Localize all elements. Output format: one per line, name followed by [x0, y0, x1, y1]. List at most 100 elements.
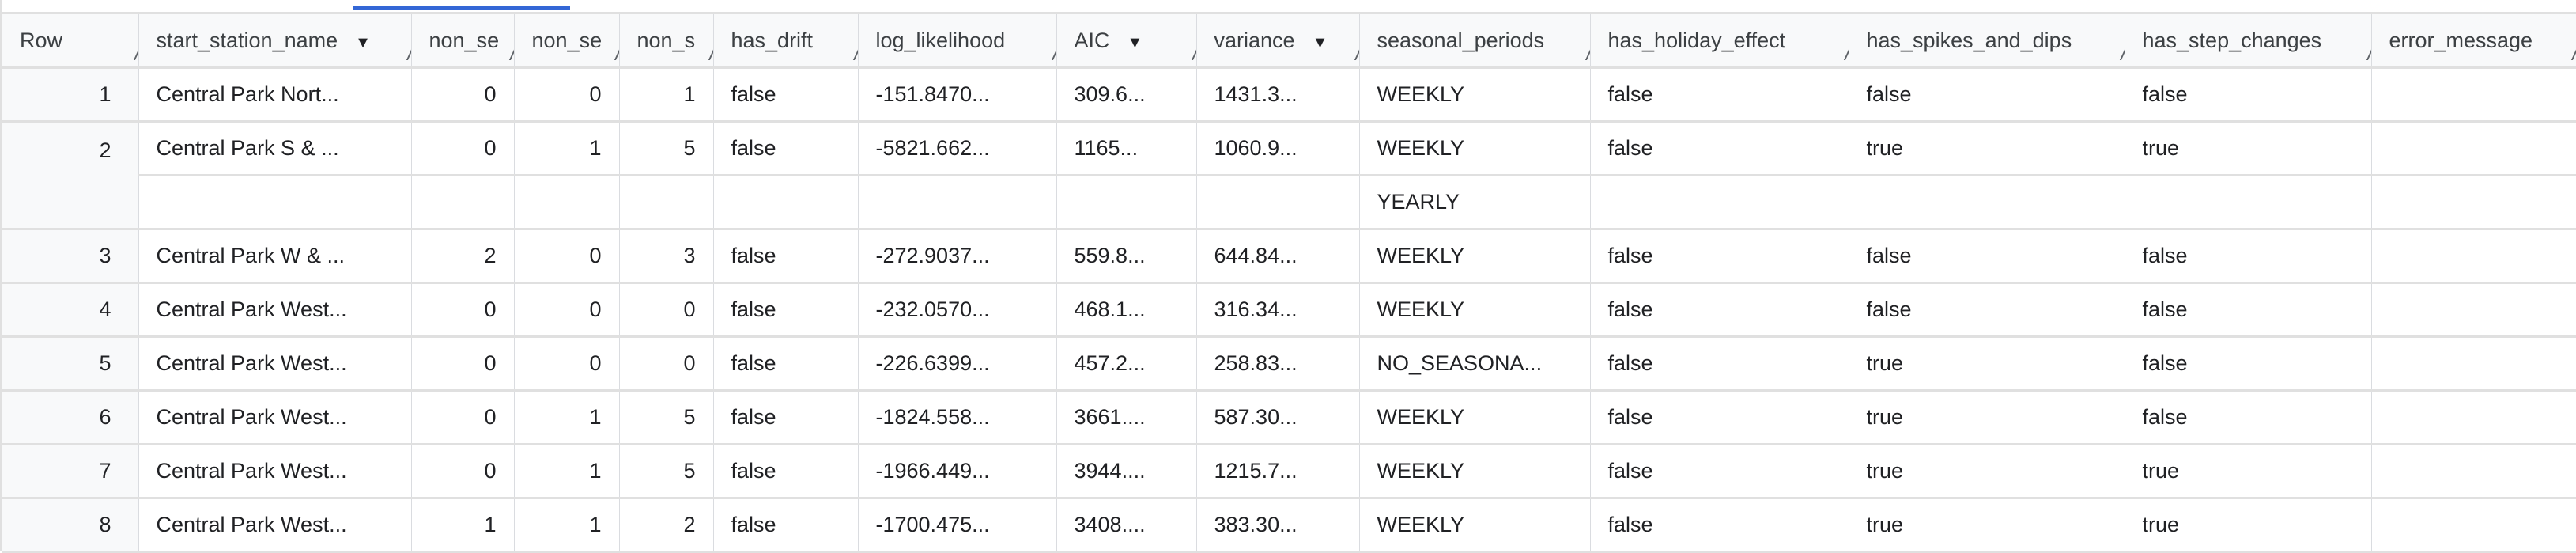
column-header-log-likelihood[interactable]: log_likelihood// — [858, 12, 1057, 69]
cell-log-likelihood[interactable]: -226.6399... — [858, 336, 1057, 392]
cell-non-se[interactable]: 1 — [514, 390, 620, 445]
cell-non-s[interactable]: 5 — [619, 121, 714, 176]
cell-seasonal-periods[interactable]: WEEKLY — [1359, 444, 1591, 499]
cell-has-drift[interactable]: false — [713, 390, 859, 445]
cell-non-se[interactable] — [411, 175, 515, 230]
cell-aic[interactable]: 468.1... — [1056, 282, 1197, 338]
cell-non-se[interactable]: 0 — [514, 229, 620, 284]
cell-start-station-name[interactable]: Central Park West... — [138, 444, 412, 499]
cell-error-message[interactable] — [2371, 336, 2576, 392]
cell-non-se[interactable]: 0 — [411, 390, 515, 445]
cell-non-s[interactable]: 0 — [619, 336, 714, 392]
cell-log-likelihood[interactable]: -1966.449... — [858, 444, 1057, 499]
cell-non-s[interactable]: 5 — [619, 444, 714, 499]
cell-non-s[interactable]: 2 — [619, 498, 714, 553]
cell-variance[interactable]: 258.83... — [1196, 336, 1360, 392]
column-header-row[interactable]: Row// — [2, 12, 139, 69]
cell-has-spikes-and-dips[interactable]: false — [1849, 67, 2125, 123]
cell-non-se[interactable]: 0 — [411, 121, 515, 176]
cell-error-message[interactable] — [2371, 282, 2576, 338]
cell-non-s[interactable]: 1 — [619, 67, 714, 123]
column-header-non-s[interactable]: non_s// — [619, 12, 714, 69]
cell-log-likelihood[interactable] — [858, 175, 1057, 230]
cell-has-drift[interactable]: false — [713, 498, 859, 553]
cell-non-se[interactable]: 0 — [514, 282, 620, 338]
sort-arrow-icon[interactable]: ▼ — [355, 33, 371, 51]
cell-aic[interactable]: 559.8... — [1056, 229, 1197, 284]
cell-has-step-changes[interactable]: true — [2125, 444, 2372, 499]
cell-non-se[interactable]: 1 — [411, 498, 515, 553]
cell-non-se[interactable]: 1 — [514, 121, 620, 176]
cell-has-drift[interactable]: false — [713, 229, 859, 284]
cell-non-se[interactable]: 2 — [411, 229, 515, 284]
cell-log-likelihood[interactable]: -272.9037... — [858, 229, 1057, 284]
cell-seasonal-periods[interactable]: NO_SEASONA... — [1359, 336, 1591, 392]
cell-has-step-changes[interactable]: false — [2125, 336, 2372, 392]
cell-start-station-name[interactable]: Central Park W & ... — [138, 229, 412, 284]
cell-has-spikes-and-dips[interactable]: true — [1849, 498, 2125, 553]
cell-has-drift[interactable]: false — [713, 282, 859, 338]
cell-seasonal-periods[interactable]: WEEKLY — [1359, 498, 1591, 553]
cell-has-holiday-effect[interactable]: false — [1590, 229, 1849, 284]
cell-non-s[interactable]: 5 — [619, 390, 714, 445]
cell-has-step-changes[interactable]: false — [2125, 390, 2372, 445]
cell-error-message[interactable] — [2371, 121, 2576, 176]
cell-start-station-name[interactable]: Central Park West... — [138, 498, 412, 553]
cell-has-drift[interactable]: false — [713, 444, 859, 499]
cell-non-se[interactable]: 0 — [514, 67, 620, 123]
column-header-seasonal-periods[interactable]: seasonal_periods// — [1359, 12, 1591, 69]
cell-has-drift[interactable]: false — [713, 121, 859, 176]
cell-has-spikes-and-dips[interactable]: true — [1849, 390, 2125, 445]
cell-has-spikes-and-dips[interactable]: true — [1849, 336, 2125, 392]
cell-non-se[interactable]: 0 — [411, 282, 515, 338]
cell-start-station-name[interactable] — [138, 175, 412, 230]
cell-variance[interactable]: 644.84... — [1196, 229, 1360, 284]
cell-has-holiday-effect[interactable]: false — [1590, 390, 1849, 445]
cell-non-se[interactable]: 0 — [411, 336, 515, 392]
cell-has-holiday-effect[interactable]: false — [1590, 444, 1849, 499]
cell-log-likelihood[interactable]: -1824.558... — [858, 390, 1057, 445]
cell-log-likelihood[interactable]: -232.0570... — [858, 282, 1057, 338]
cell-seasonal-periods[interactable]: WEEKLY — [1359, 282, 1591, 338]
cell-has-step-changes[interactable]: true — [2125, 498, 2372, 553]
cell-seasonal-periods[interactable]: WEEKLY — [1359, 390, 1591, 445]
cell-non-se[interactable]: 0 — [411, 67, 515, 123]
column-header-error-message[interactable]: error_message// — [2371, 12, 2576, 69]
column-header-non-se[interactable]: non_se// — [411, 12, 515, 69]
cell-seasonal-periods[interactable]: WEEKLY — [1359, 67, 1591, 123]
cell-error-message[interactable] — [2371, 175, 2576, 230]
cell-start-station-name[interactable]: Central Park S & ... — [138, 121, 412, 176]
cell-seasonal-periods[interactable]: YEARLY — [1359, 175, 1591, 230]
cell-variance[interactable]: 383.30... — [1196, 498, 1360, 553]
cell-has-holiday-effect[interactable] — [1590, 175, 1849, 230]
cell-has-spikes-and-dips[interactable] — [1849, 175, 2125, 230]
cell-start-station-name[interactable]: Central Park West... — [138, 336, 412, 392]
cell-has-spikes-and-dips[interactable]: false — [1849, 282, 2125, 338]
cell-non-s[interactable]: 0 — [619, 282, 714, 338]
cell-error-message[interactable] — [2371, 444, 2576, 499]
cell-has-holiday-effect[interactable]: false — [1590, 336, 1849, 392]
cell-start-station-name[interactable]: Central Park Nort... — [138, 67, 412, 123]
cell-variance[interactable] — [1196, 175, 1360, 230]
column-header-variance[interactable]: variance▼// — [1196, 12, 1360, 69]
sort-arrow-icon[interactable]: ▼ — [1127, 33, 1143, 51]
cell-seasonal-periods[interactable]: WEEKLY — [1359, 121, 1591, 176]
cell-variance[interactable]: 1431.3... — [1196, 67, 1360, 123]
cell-seasonal-periods[interactable]: WEEKLY — [1359, 229, 1591, 284]
cell-aic[interactable]: 457.2... — [1056, 336, 1197, 392]
column-header-non-se[interactable]: non_se// — [514, 12, 620, 69]
cell-log-likelihood[interactable]: -151.8470... — [858, 67, 1057, 123]
cell-aic[interactable]: 3408.... — [1056, 498, 1197, 553]
cell-start-station-name[interactable]: Central Park West... — [138, 282, 412, 338]
cell-has-holiday-effect[interactable]: false — [1590, 282, 1849, 338]
cell-has-drift[interactable]: false — [713, 336, 859, 392]
cell-has-holiday-effect[interactable]: false — [1590, 498, 1849, 553]
cell-aic[interactable]: 3944.... — [1056, 444, 1197, 499]
cell-aic[interactable] — [1056, 175, 1197, 230]
cell-non-se[interactable]: 0 — [411, 444, 515, 499]
column-header-has-holiday-effect[interactable]: has_holiday_effect// — [1590, 12, 1849, 69]
sort-arrow-icon[interactable]: ▼ — [1312, 33, 1328, 51]
cell-variance[interactable]: 1060.9... — [1196, 121, 1360, 176]
cell-has-step-changes[interactable] — [2125, 175, 2372, 230]
cell-has-step-changes[interactable]: false — [2125, 229, 2372, 284]
